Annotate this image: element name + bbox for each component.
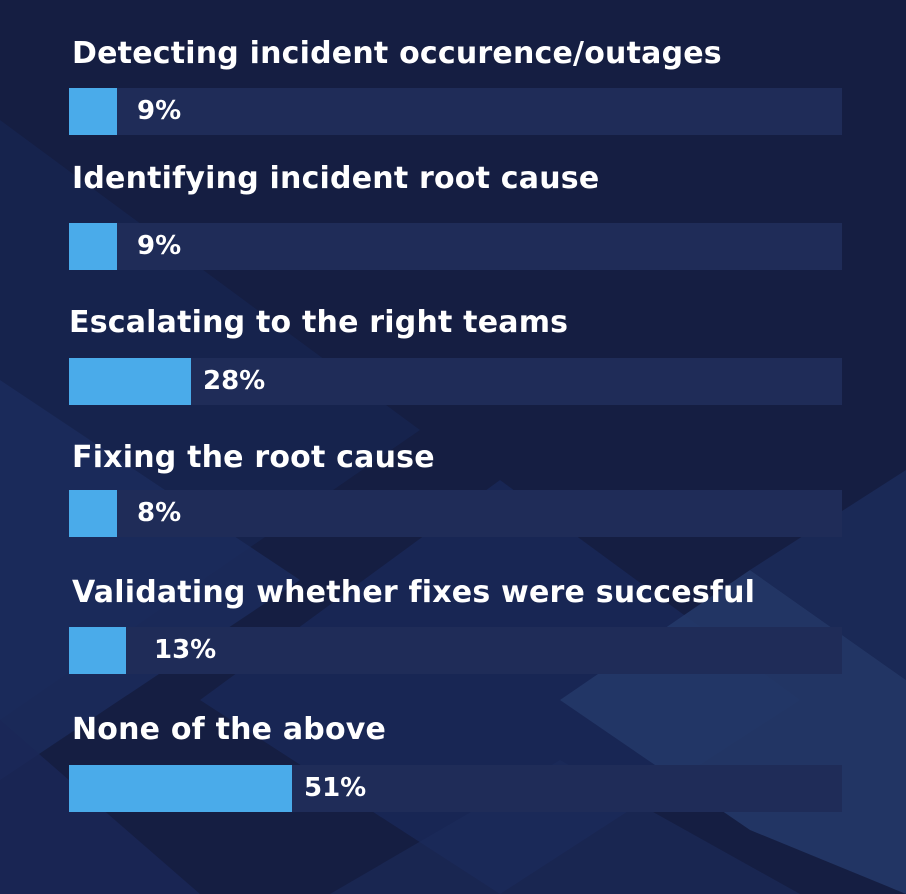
bar [69, 627, 126, 674]
bar [69, 358, 191, 405]
category-label: Validating whether fixes were succesful [72, 575, 756, 610]
bar [69, 223, 117, 270]
bar-track: 9% [69, 223, 842, 270]
bar [69, 765, 292, 812]
category-label: None of the above [72, 712, 387, 747]
value-label: 9% [137, 231, 182, 261]
bar-track: 28% [69, 358, 842, 405]
bar-track: 13% [69, 627, 842, 674]
category-label: Fixing the root cause [72, 440, 435, 475]
value-label: 51% [304, 773, 367, 803]
bar [69, 490, 117, 537]
bar-track: 9% [69, 88, 842, 135]
category-label: Escalating to the right teams [69, 305, 569, 340]
value-label: 9% [137, 96, 182, 126]
category-label: Identifying incident root cause [72, 161, 600, 196]
bar-track: 51% [69, 765, 842, 812]
value-label: 28% [203, 366, 266, 396]
value-label: 8% [137, 498, 182, 528]
bar-track: 8% [69, 490, 842, 537]
value-label: 13% [154, 635, 217, 665]
bar [69, 88, 117, 135]
category-label: Detecting incident occurence/outages [72, 36, 722, 71]
